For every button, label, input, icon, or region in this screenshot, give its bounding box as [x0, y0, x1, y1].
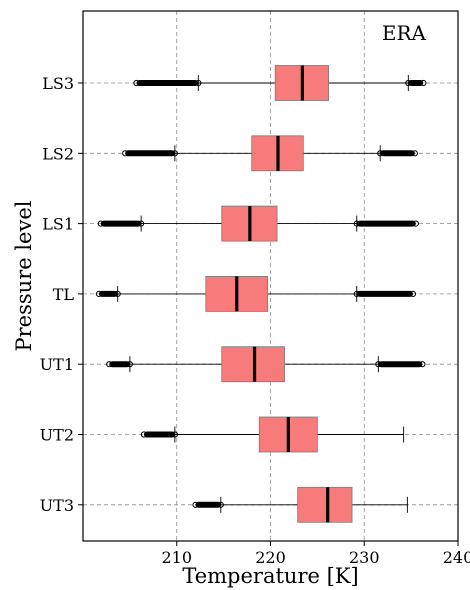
- box-item: [133, 65, 427, 101]
- outliers-high-point: [420, 79, 427, 87]
- outliers-low-point: [97, 220, 104, 227]
- y-tick-label: LS3: [42, 74, 74, 93]
- outliers-low-point: [133, 79, 140, 87]
- grid-lines: [83, 11, 459, 541]
- y-axis-label: Pressure level: [12, 200, 36, 351]
- outliers-high-point: [411, 150, 418, 157]
- box-item: [192, 486, 408, 523]
- outliers-low-point: [138, 220, 145, 227]
- y-tick-label: UT3: [40, 496, 74, 515]
- y-tick-label: UT2: [40, 426, 74, 445]
- x-axis-label: Temperature [K]: [182, 564, 358, 588]
- outliers-high-point: [419, 361, 426, 368]
- outliers-high-point: [405, 79, 412, 87]
- outliers-high-point: [412, 220, 419, 227]
- x-tick-label: 210: [161, 548, 192, 567]
- y-tick-label: LS2: [42, 144, 74, 163]
- outliers-high-point: [377, 150, 384, 157]
- outliers-low-point: [171, 150, 178, 157]
- outliers-low-point: [195, 79, 202, 87]
- outliers-low-point: [171, 431, 178, 438]
- box-item: [106, 346, 426, 383]
- outliers-low-point: [106, 361, 113, 368]
- outliers-high-point: [409, 290, 417, 297]
- y-tick-label: UT1: [40, 355, 74, 374]
- outliers-high-point: [353, 220, 360, 227]
- outliers-low-point: [122, 150, 129, 157]
- box-item: [122, 135, 418, 172]
- dataset-annotation: ERA: [382, 21, 427, 45]
- box-item: [95, 275, 417, 312]
- box-item: [140, 416, 405, 453]
- outliers-low-point: [95, 290, 103, 297]
- axis-ticks: 210 220 230 240 LS3 LS2 LS1 TL UT1 UT2 UT3: [40, 74, 470, 567]
- outliers-high-point: [353, 290, 360, 297]
- outliers-high-point: [375, 361, 382, 368]
- outliers-low-point: [217, 501, 224, 508]
- outliers-low-point: [140, 431, 148, 438]
- x-tick-label: 220: [255, 548, 286, 567]
- iqr-box: [297, 486, 353, 523]
- y-tick-label: TL: [53, 285, 75, 304]
- box-series: [95, 65, 427, 523]
- plot-frame: [82, 10, 459, 542]
- x-tick-label: 230: [349, 548, 380, 567]
- x-tick-label: 240: [443, 548, 470, 567]
- outliers-low-point: [114, 290, 121, 297]
- outliers-low-point: [192, 501, 199, 508]
- box-item: [97, 205, 419, 242]
- y-tick-label: LS1: [42, 215, 74, 234]
- outliers-low-point: [126, 361, 133, 368]
